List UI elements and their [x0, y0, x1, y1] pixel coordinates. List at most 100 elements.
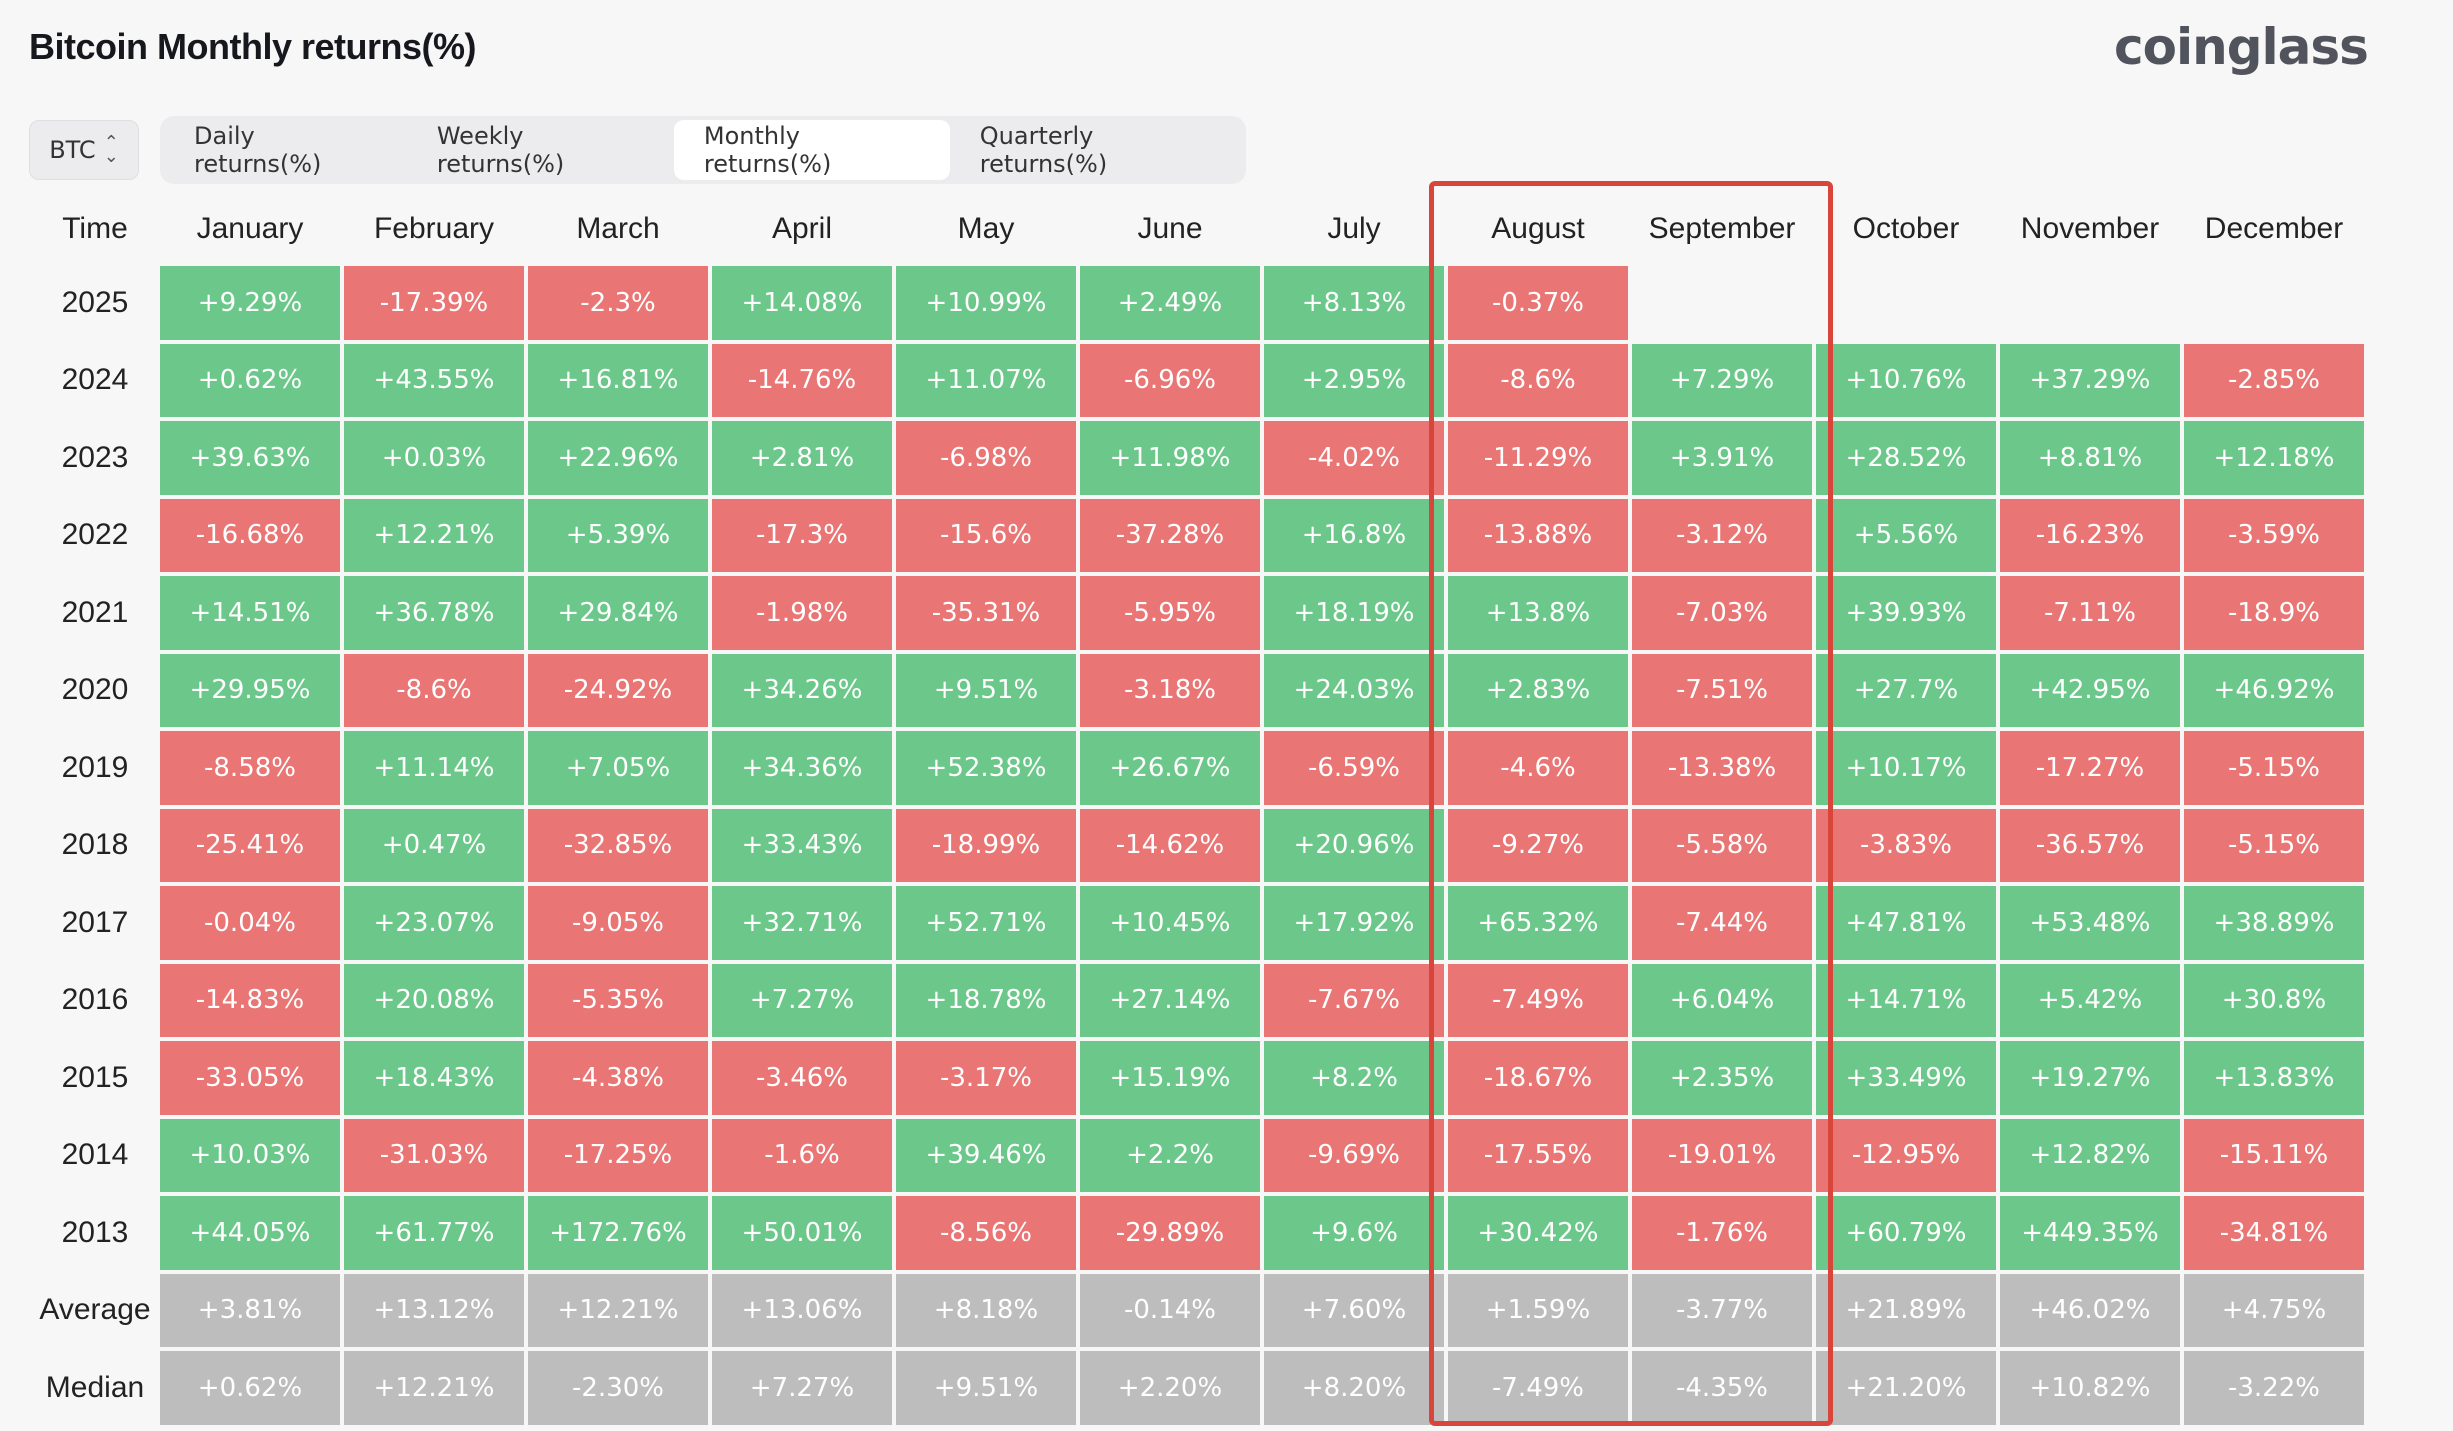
return-cell: -4.38%: [528, 1041, 708, 1115]
return-cell: -7.51%: [1632, 653, 1812, 727]
return-cell: +14.71%: [1816, 963, 1996, 1037]
stat-row-median: Median +0.62% +12.21% -2.30% +7.27% +9.51% +2.…: [34, 1351, 2364, 1425]
column-header-january: January: [196, 212, 304, 245]
return-cell: +61.77%: [344, 1196, 524, 1270]
return-cell: +10.03%: [160, 1118, 340, 1192]
stat-cell: -3.77%: [1632, 1273, 1812, 1347]
stat-cell: +10.82%: [2000, 1351, 2180, 1425]
return-cell: +6.04%: [1632, 963, 1812, 1037]
stat-cell: -7.49%: [1448, 1351, 1628, 1425]
return-cell: -7.03%: [1632, 576, 1812, 650]
return-cell: [2000, 266, 2180, 340]
return-cell: -7.44%: [1632, 886, 1812, 960]
return-cell: -3.12%: [1632, 498, 1812, 572]
return-cell: -14.76%: [712, 343, 892, 417]
return-cell: +12.21%: [344, 498, 524, 572]
table-row-2013: 2013 +44.05% +61.77% +172.76% +50.01% -8.56% -…: [34, 1196, 2364, 1270]
row-label: 2016: [61, 983, 129, 1017]
return-cell: +18.43%: [344, 1041, 524, 1115]
return-cell: +7.05%: [528, 731, 708, 805]
row-label: 2023: [61, 440, 129, 474]
return-cell: -8.6%: [1448, 343, 1628, 417]
tab-weekly-returns[interactable]: Weekly returns(%): [436, 122, 565, 178]
return-cell: -33.05%: [160, 1041, 340, 1115]
return-cell: +43.55%: [344, 343, 524, 417]
return-cell: -4.6%: [1448, 731, 1628, 805]
coin-select[interactable]: BTC ⌃ ⌄: [29, 120, 139, 180]
tab-quarterly-returns[interactable]: Quarterly returns(%): [979, 122, 1108, 178]
return-cell: +13.8%: [1448, 576, 1628, 650]
stat-cell: +21.20%: [1816, 1351, 1996, 1425]
returns-tabs: Daily returns(%) Weekly returns(%) Month…: [160, 116, 1246, 184]
return-cell: +16.81%: [528, 343, 708, 417]
return-cell: -5.15%: [2184, 808, 2364, 882]
table-row-2014: 2014 +10.03% -31.03% -17.25% -1.6% +39.46% +2.…: [34, 1118, 2364, 1192]
return-cell: -3.46%: [712, 1041, 892, 1115]
tab-monthly-returns[interactable]: Monthly returns(%): [673, 120, 950, 180]
return-cell: +3.91%: [1632, 421, 1812, 495]
return-cell: +50.01%: [712, 1196, 892, 1270]
return-cell: -3.59%: [2184, 498, 2364, 572]
return-cell: +34.36%: [712, 731, 892, 805]
return-cell: -37.28%: [1080, 498, 1260, 572]
stat-cell: +21.89%: [1816, 1273, 1996, 1347]
column-header-time: Time: [62, 212, 128, 245]
return-cell: -19.01%: [1632, 1118, 1812, 1192]
row-label: 2024: [61, 363, 129, 397]
return-cell: +2.81%: [712, 421, 892, 495]
return-cell: +26.67%: [1080, 731, 1260, 805]
return-cell: -1.76%: [1632, 1196, 1812, 1270]
return-cell: +11.07%: [896, 343, 1076, 417]
return-cell: +9.29%: [160, 266, 340, 340]
stat-cell: +2.20%: [1080, 1351, 1260, 1425]
return-cell: +24.03%: [1264, 653, 1444, 727]
table-row-2022: 2022 -16.68% +12.21% +5.39% -17.3% -15.6% -37.…: [34, 498, 2364, 572]
column-header-march: March: [576, 212, 660, 245]
return-cell: +0.03%: [344, 421, 524, 495]
return-cell: -36.57%: [2000, 808, 2180, 882]
table-row-2025: 2025 +9.29% -17.39% -2.3% +14.08% +10.99% +2.4…: [34, 266, 2364, 340]
return-cell: -13.88%: [1448, 498, 1628, 572]
return-cell: +8.13%: [1264, 266, 1444, 340]
table-row-2023: 2023 +39.63% +0.03% +22.96% +2.81% -6.98% +11.…: [34, 421, 2364, 495]
stat-cell: +46.02%: [2000, 1273, 2180, 1347]
return-cell: +19.27%: [2000, 1041, 2180, 1115]
return-cell: -25.41%: [160, 808, 340, 882]
return-cell: -18.67%: [1448, 1041, 1628, 1115]
return-cell: +20.08%: [344, 963, 524, 1037]
stat-cell: +4.75%: [2184, 1273, 2364, 1347]
stat-cell: -2.30%: [528, 1351, 708, 1425]
return-cell: +8.2%: [1264, 1041, 1444, 1115]
tab-daily-returns[interactable]: Daily returns(%): [194, 122, 322, 178]
column-header-september: September: [1648, 212, 1796, 245]
stat-cell: +12.21%: [528, 1273, 708, 1347]
up-down-chevron-icon: ⌃ ⌄: [103, 131, 119, 167]
return-cell: -9.69%: [1264, 1118, 1444, 1192]
return-cell: -18.99%: [896, 808, 1076, 882]
return-cell: +14.08%: [712, 266, 892, 340]
return-cell: +47.81%: [1816, 886, 1996, 960]
column-header-april: April: [771, 212, 832, 245]
stat-cell: +13.12%: [344, 1273, 524, 1347]
return-cell: +27.7%: [1816, 653, 1996, 727]
return-cell: +37.29%: [2000, 343, 2180, 417]
return-cell: -0.37%: [1448, 266, 1628, 340]
return-cell: +12.18%: [2184, 421, 2364, 495]
return-cell: -8.58%: [160, 731, 340, 805]
row-label: 2017: [61, 905, 129, 939]
return-cell: -17.55%: [1448, 1118, 1628, 1192]
table-row-2020: 2020 +29.95% -8.6% -24.92% +34.26% +9.51% -3.1…: [34, 653, 2364, 727]
return-cell: +53.48%: [2000, 886, 2180, 960]
return-cell: -1.98%: [712, 576, 892, 650]
return-cell: +9.51%: [896, 653, 1076, 727]
stat-cell: +7.60%: [1264, 1273, 1444, 1347]
return-cell: -14.83%: [160, 963, 340, 1037]
return-cell: -5.35%: [528, 963, 708, 1037]
row-label: Median: [45, 1370, 145, 1404]
table-header-row: Time January February March April May June July…: [34, 196, 2364, 262]
column-header-february: February: [373, 212, 495, 245]
return-cell: +36.78%: [344, 576, 524, 650]
return-cell: +14.51%: [160, 576, 340, 650]
column-header-december: December: [2204, 212, 2344, 245]
coinglass-logo: coinglass: [2114, 18, 2369, 76]
